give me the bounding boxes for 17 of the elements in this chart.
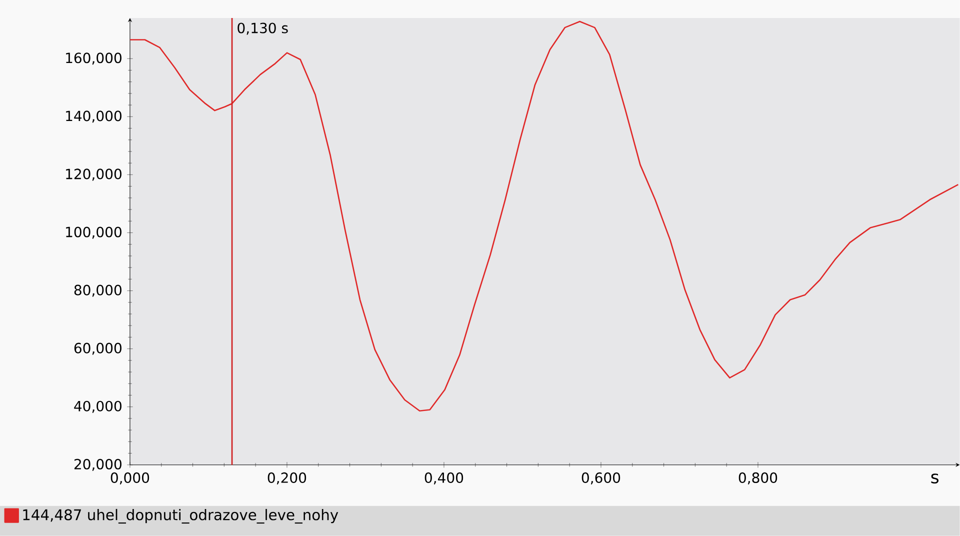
x-tick-label: 0,400	[424, 472, 464, 485]
ref-line-label: 0,130 s	[238, 22, 288, 35]
y-tick-label: 140,000	[66, 110, 122, 123]
y-tick-label: 80,000	[74, 284, 122, 297]
y-tick-label: 100,000	[66, 226, 122, 239]
x-tick-label: 0,800	[738, 472, 778, 485]
x-axis-title: s	[931, 474, 938, 484]
y-tick-label: 20,000	[74, 458, 122, 471]
y-tick-label: 160,000	[66, 52, 122, 65]
y-tick-label: 60,000	[74, 342, 122, 355]
line-series	[129, 20, 959, 412]
y-tick-label: 120,000	[66, 168, 122, 181]
x-tick-label: 0,200	[268, 472, 306, 485]
y-tick-label: 40,000	[74, 400, 122, 413]
x-tick-label: 0,600	[582, 472, 620, 485]
legend-label: 144,487 uhel_dopnuti_odrazove_leve_nohy	[23, 509, 338, 524]
x-tick-label: 0,000	[110, 472, 150, 485]
